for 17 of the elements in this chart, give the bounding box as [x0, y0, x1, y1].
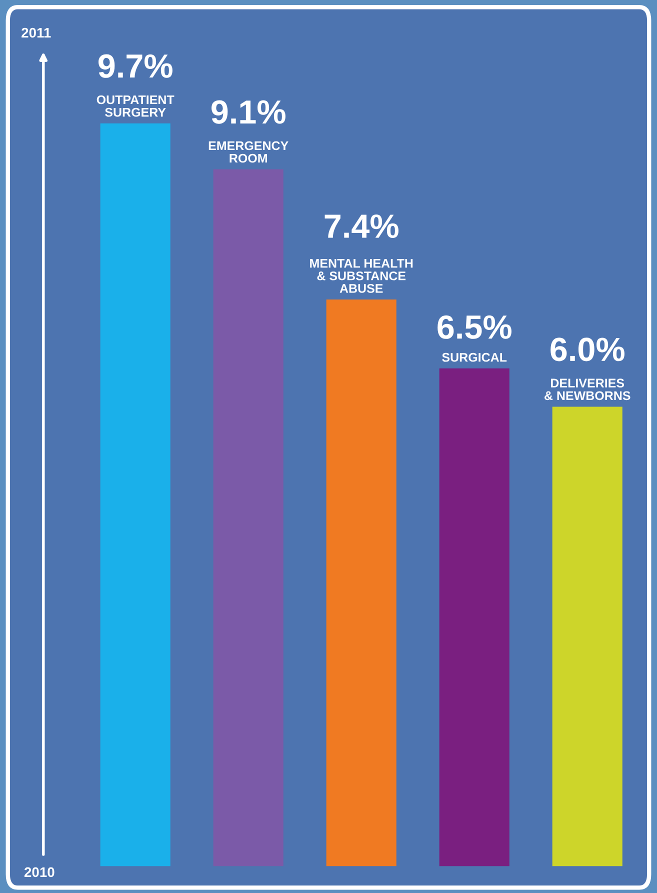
x-tick-label: DELIVERIES & NEWBORNS [544, 378, 630, 400]
data-label: 6.0% [550, 338, 624, 362]
bar [439, 368, 510, 866]
data-label: 6.5% [438, 315, 512, 339]
x-tick-label: MENTAL HEALTH & SUBSTANCE ABUSE [310, 259, 413, 293]
x-tick-label: SURGICAL [442, 352, 507, 362]
data-label: 7.4% [324, 214, 398, 238]
bar [552, 406, 622, 866]
x-tick-label: EMERGENCY ROOM [208, 141, 288, 163]
x-tick-label: OUTPATIENT SURGERY [96, 95, 174, 117]
text: 2011 [22, 28, 51, 38]
data-label: 9.1% [212, 100, 286, 124]
bar [213, 169, 284, 866]
text: 2010 [24, 867, 54, 878]
data-label: 9.7% [98, 54, 172, 78]
bar [100, 123, 170, 866]
bar [326, 300, 396, 866]
